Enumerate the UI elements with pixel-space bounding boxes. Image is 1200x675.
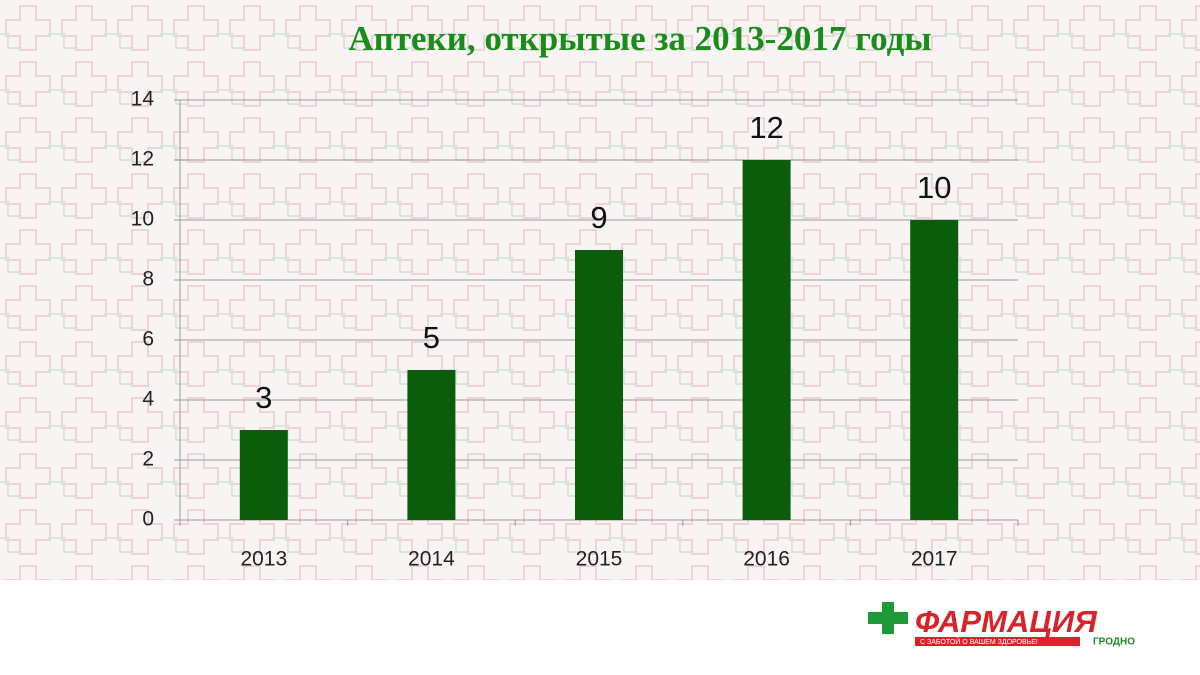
data-label: 10 <box>917 170 951 205</box>
logo-bar <box>915 637 1080 646</box>
data-label: 9 <box>590 200 607 235</box>
logo-slogan: С ЗАБОТОЙ О ВАШЕМ ЗДОРОВЬЕ! <box>920 637 1038 646</box>
y-tick-label: 4 <box>142 388 154 411</box>
bar <box>910 220 959 520</box>
plot: 0 2 4 6 8 10 12 14 2013 3 2014 5 2015 9 2016 12 2017 10 <box>131 88 1019 571</box>
y-tick-label: 12 <box>131 148 154 171</box>
bar <box>742 160 791 520</box>
logo-icon <box>868 602 908 634</box>
x-tick-label: 2013 <box>240 548 287 571</box>
y-tick-label: 6 <box>142 328 154 351</box>
data-label: 5 <box>423 320 440 355</box>
y-tick-label: 10 <box>131 208 154 231</box>
x-tick-label: 2014 <box>408 548 455 571</box>
bar <box>407 370 456 520</box>
data-label: 12 <box>749 110 783 145</box>
logo: ФАРМАЦИЯ С ЗАБОТОЙ О ВАШЕМ ЗДОРОВЬЕ! ГРО… <box>868 602 1135 648</box>
y-tick-label: 8 <box>142 268 154 291</box>
y-tick-label: 14 <box>131 88 155 111</box>
y-tick-label: 0 <box>142 508 154 531</box>
logo-city: ГРОДНО <box>1093 637 1135 648</box>
x-tick-label: 2017 <box>911 548 958 571</box>
chart-title: Аптеки, открытые за 2013-2017 годы <box>348 19 931 58</box>
bar <box>239 430 288 520</box>
x-tick-label: 2016 <box>743 548 790 571</box>
bar <box>575 250 623 520</box>
x-tick-label: 2015 <box>576 548 623 571</box>
y-tick-label: 2 <box>142 448 154 471</box>
data-label: 3 <box>255 380 272 415</box>
logo-name: ФАРМАЦИЯ <box>915 604 1098 639</box>
